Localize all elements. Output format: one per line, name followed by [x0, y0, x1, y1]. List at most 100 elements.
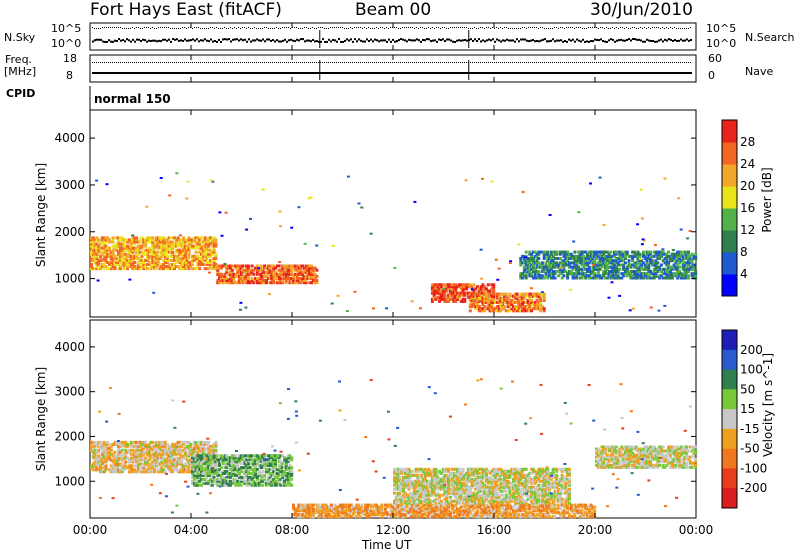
- echo-cell: [227, 272, 231, 276]
- echo-cell: [613, 250, 616, 254]
- sky-noise-point: [328, 38, 330, 41]
- echo-cell: [275, 479, 279, 483]
- echo-cell: [106, 261, 110, 264]
- echo-cell: [200, 446, 203, 450]
- sky-noise-point: [690, 38, 692, 41]
- search-noise-point: [138, 27, 139, 28]
- echo-cell: [470, 296, 474, 300]
- echo-cell: [129, 456, 133, 460]
- echo-cell: [622, 274, 626, 278]
- echo-cell: [158, 238, 162, 242]
- freq-point: [274, 72, 276, 74]
- echo-cell: [274, 270, 277, 274]
- search-noise-point: [674, 27, 675, 28]
- echo-cell: [595, 274, 598, 278]
- echo-cell: [515, 307, 519, 311]
- nave-point: [140, 62, 141, 63]
- echo-cell: [136, 448, 140, 452]
- sky-noise-point: [270, 39, 272, 42]
- echo-cell: [189, 464, 193, 468]
- echo-cell: [145, 256, 149, 260]
- echo-cell: [668, 270, 672, 273]
- echo-cell: [113, 244, 117, 248]
- sky-noise-point: [548, 40, 550, 43]
- echo-cell: [191, 246, 194, 250]
- nave-point: [326, 62, 327, 63]
- echo-cell: [194, 267, 198, 271]
- echo-cell: [670, 252, 674, 256]
- echo-cell: [138, 265, 142, 269]
- echo-cell: [593, 252, 597, 256]
- echo-cell: [580, 252, 584, 256]
- echo-cell: [194, 256, 198, 260]
- echo-cell: [169, 248, 173, 252]
- echo-cell: [162, 458, 166, 462]
- search-noise-point: [318, 27, 319, 28]
- echo-cell: [539, 292, 543, 296]
- echo-cell: [560, 261, 564, 265]
- echo-cell: [277, 481, 281, 485]
- sky-noise-point: [608, 39, 610, 42]
- sky-noise-point: [674, 39, 676, 42]
- echo-cell: [631, 263, 635, 267]
- sky-noise-point: [448, 38, 450, 41]
- echo-cell: [604, 270, 607, 273]
- echo-cell: [553, 276, 557, 280]
- echo-cell: [614, 270, 618, 273]
- echo-cell: [288, 456, 292, 460]
- echo-cell: [595, 257, 598, 260]
- echo-cell: [306, 266, 310, 270]
- sky-noise-point: [368, 39, 370, 42]
- echo-cell: [207, 464, 211, 468]
- sky-noise-point: [166, 39, 168, 42]
- echo-cell: [158, 440, 162, 444]
- sky-noise-point: [652, 39, 654, 42]
- search-noise-point: [562, 27, 563, 28]
- search-noise-point: [146, 27, 147, 28]
- echo-cell: [295, 268, 299, 272]
- echo-cell: [248, 270, 252, 274]
- echo-cell: [611, 272, 615, 276]
- echo-cell: [118, 464, 122, 468]
- search-noise-point: [96, 28, 97, 29]
- echo-cell: [631, 250, 635, 254]
- echo-cell: [667, 274, 671, 278]
- echo-cell: [245, 454, 249, 458]
- echo-cell: [234, 458, 238, 462]
- echo-cell: [526, 257, 530, 260]
- echo-cell: [117, 468, 121, 472]
- echo-cell: [192, 254, 196, 258]
- nave-point: [282, 62, 283, 63]
- echo-cell: [232, 458, 236, 462]
- echo-cell: [104, 452, 108, 456]
- echo-cell: [189, 458, 193, 462]
- search-noise-point: [284, 27, 285, 28]
- echo-cell: [122, 452, 126, 456]
- echo-cell: [237, 454, 241, 458]
- echo-cell: [218, 264, 222, 268]
- echo-cell: [218, 481, 222, 485]
- echo-cell: [634, 276, 638, 280]
- echo-cell: [142, 470, 146, 474]
- echo-cell: [638, 263, 642, 267]
- echo-cell: [252, 475, 256, 479]
- nave-point: [368, 62, 369, 63]
- echo-cell: [176, 448, 180, 452]
- freq-point: [422, 72, 424, 74]
- echo-cell: [270, 281, 274, 285]
- search-noise-point: [588, 27, 589, 28]
- echo-cell: [531, 303, 535, 306]
- echo-cell: [245, 228, 249, 231]
- echo-cell: [167, 242, 171, 246]
- echo-cell: [140, 265, 144, 269]
- echo-cell: [169, 448, 173, 452]
- sky-noise-point: [478, 38, 480, 41]
- freq-point: [684, 72, 686, 74]
- echo-cell: [176, 238, 180, 242]
- freq-point: [300, 72, 302, 74]
- echo-cell: [154, 250, 158, 254]
- search-noise-point: [654, 27, 655, 28]
- echo-cell: [661, 276, 665, 280]
- echo-cell: [286, 473, 290, 477]
- echo-cell: [261, 266, 265, 270]
